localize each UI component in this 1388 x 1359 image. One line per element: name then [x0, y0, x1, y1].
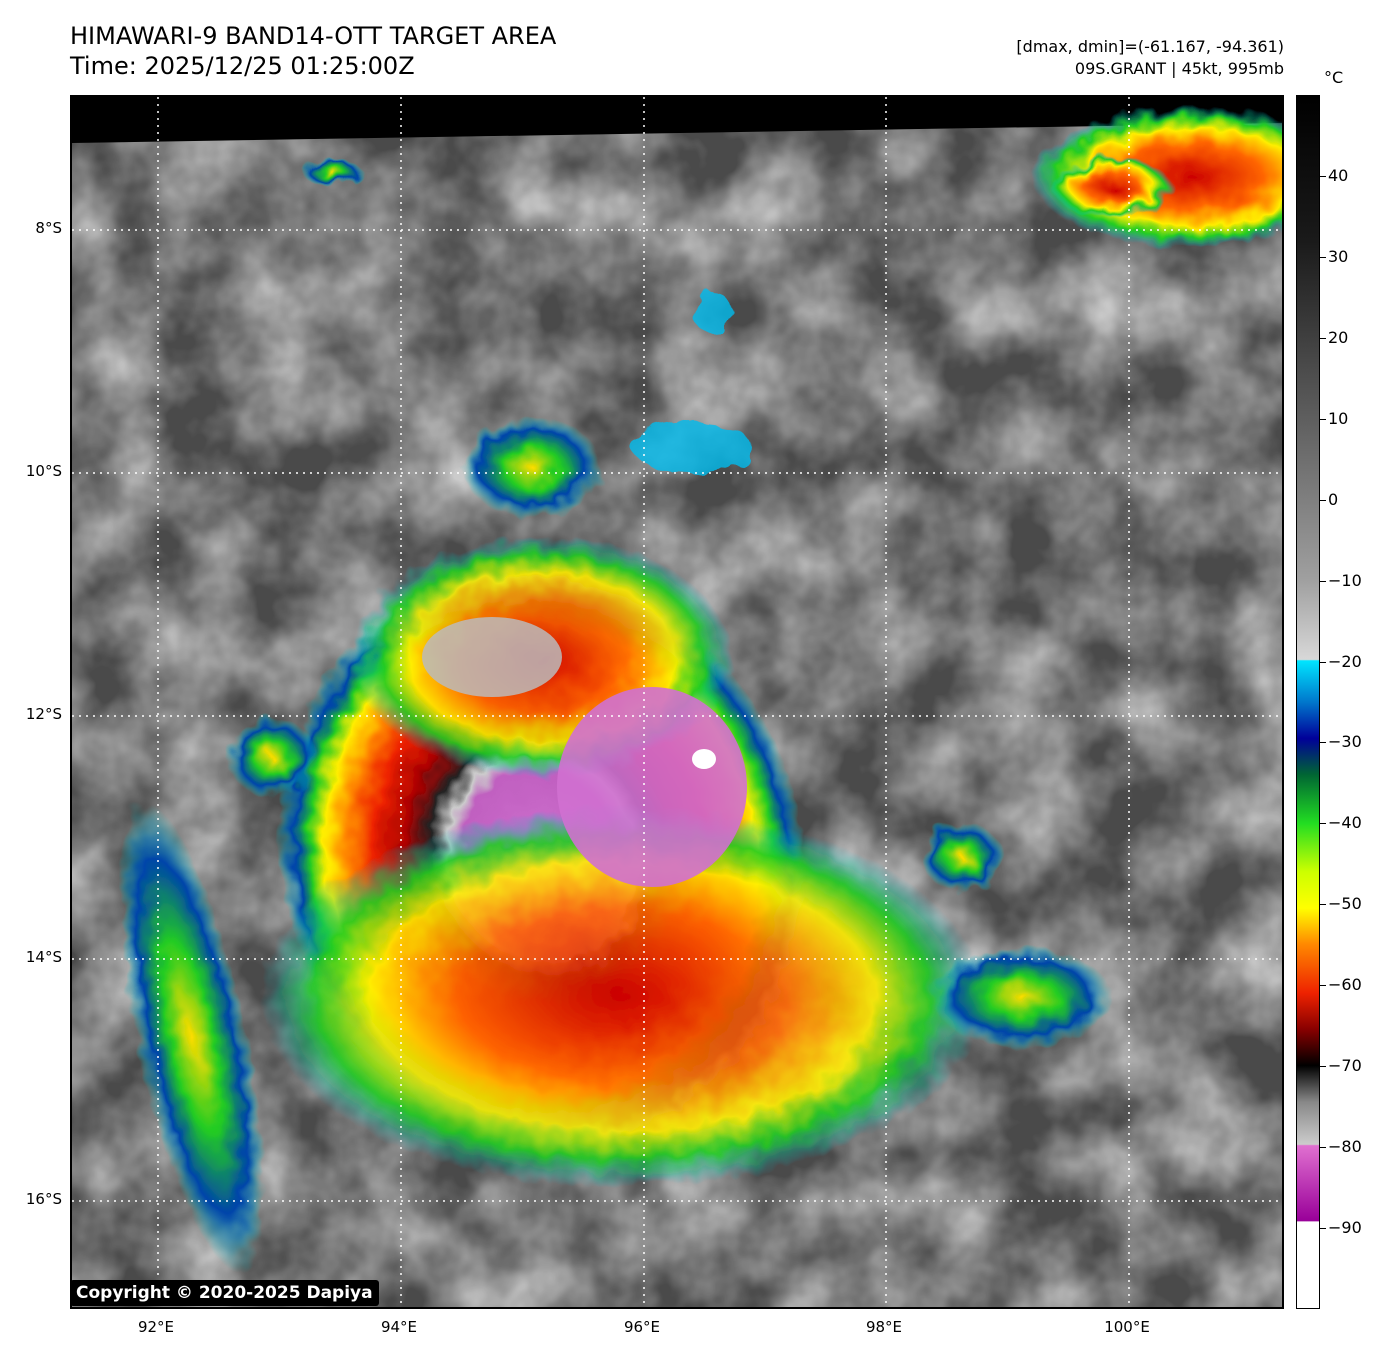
colorbar-tick — [1320, 1147, 1326, 1149]
colorbar-tick-label: −10 — [1328, 570, 1362, 590]
colorbar-tick-label: −70 — [1328, 1056, 1362, 1076]
colorbar-tick — [1320, 337, 1326, 339]
colorbar-tick — [1320, 985, 1326, 987]
colorbar-tick-label: 20 — [1328, 327, 1349, 347]
colorbar-tick-label: 10 — [1328, 408, 1349, 428]
chart-time: Time: 2025/12/25 01:25:00Z — [70, 52, 415, 80]
colorbar — [1296, 95, 1320, 1309]
colorbar-tick — [1320, 742, 1326, 744]
storm-info: 09S.GRANT | 45kt, 995mb — [1074, 59, 1284, 78]
colorbar-tick — [1320, 175, 1326, 177]
colorbar-tick-label: 40 — [1328, 165, 1349, 185]
lon-label-100e: 100°E — [1104, 1318, 1150, 1336]
lon-label-98e: 98°E — [865, 1318, 903, 1336]
coldest-pixel-cluster — [692, 749, 716, 769]
lat-label-12s: 12°S — [25, 705, 62, 723]
convective-features — [118, 107, 1282, 1273]
colorbar-tick — [1320, 661, 1326, 663]
colorbar-tick — [1320, 418, 1326, 420]
colorbar-tick-label: −30 — [1328, 732, 1362, 752]
cold-gray-region — [422, 617, 562, 697]
satellite-image-map — [70, 95, 1284, 1309]
colorbar-tick — [1320, 823, 1326, 825]
lon-label-96e: 96°E — [623, 1318, 661, 1336]
cdo-magenta-core — [557, 687, 747, 887]
chart-title: HIMAWARI-9 BAND14-OTT TARGET AREA — [70, 22, 557, 50]
satellite-imagery — [72, 97, 1282, 1307]
colorbar-tick — [1320, 1228, 1326, 1230]
colorbar-tick-label: −60 — [1328, 975, 1362, 995]
colorbar-tick-label: 30 — [1328, 246, 1349, 266]
copyright-badge: Copyright © 2020-2025 Dapiya — [70, 1280, 379, 1306]
colorbar-tick-label: −40 — [1328, 813, 1362, 833]
no-data-band — [72, 97, 1282, 143]
dmax-dmin-readout: [dmax, dmin]=(-61.167, -94.361) — [1016, 37, 1284, 56]
colorbar-tick — [1320, 904, 1326, 906]
colorbar-tick-label: −20 — [1328, 651, 1362, 671]
lat-label-8s: 8°S — [35, 219, 62, 237]
colorbar-tick-label: −50 — [1328, 894, 1362, 914]
colorbar-tick — [1320, 256, 1326, 258]
colorbar-tick — [1320, 580, 1326, 582]
colorbar-tick-label: 0 — [1328, 489, 1339, 509]
colorbar-unit: °C — [1324, 68, 1344, 87]
colorbar-tick-label: −80 — [1328, 1137, 1362, 1157]
colorbar-tick — [1320, 499, 1326, 501]
colorbar-tick — [1320, 1066, 1326, 1068]
lon-label-92e: 92°E — [137, 1318, 175, 1336]
lat-label-16s: 16°S — [25, 1190, 62, 1208]
lat-label-10s: 10°S — [25, 462, 62, 480]
lon-label-94e: 94°E — [380, 1318, 418, 1336]
lat-label-14s: 14°S — [25, 948, 62, 966]
colorbar-tick-label: −90 — [1328, 1218, 1362, 1238]
